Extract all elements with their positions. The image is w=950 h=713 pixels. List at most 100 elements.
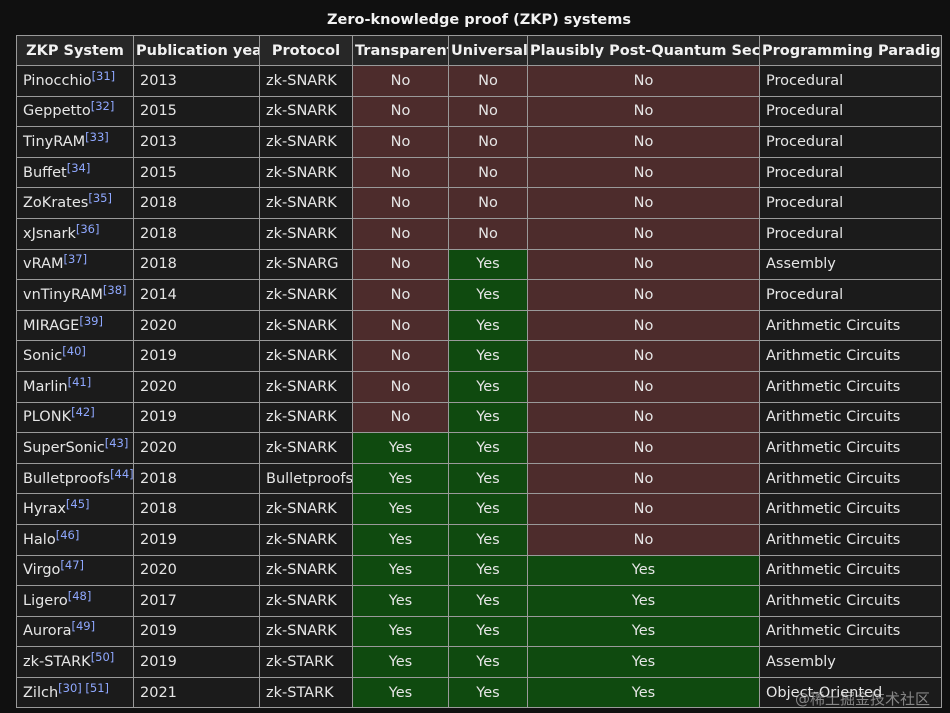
reference-link[interactable]: [47] (60, 558, 85, 573)
table-row: MIRAGE[39] 2020 zk-SNARK No Yes No Arith… (16, 309, 942, 342)
post-quantum-cell: No (527, 217, 760, 250)
reference-link[interactable]: [39] (79, 313, 103, 328)
col-header-transparent: Transparent (352, 35, 449, 66)
universal-cell: Yes (448, 493, 528, 525)
reference-link[interactable]: [40] (62, 344, 86, 359)
reference-link[interactable]: [48] (67, 588, 92, 603)
paradigm-cell: Procedural (759, 65, 942, 97)
transparent-cell: Yes (352, 462, 449, 495)
paradigm-cell: Procedural (759, 126, 942, 158)
paradigm-cell: Arithmetic Circuits (759, 554, 942, 587)
system-name: Bulletproofs (23, 470, 111, 487)
system-cell: Bulletproofs[44] (16, 462, 134, 495)
system-cell: Marlin[41] (16, 370, 134, 403)
protocol-cell: zk-SNARK (259, 493, 353, 525)
col-header-publication-year: Publication year (133, 35, 260, 66)
reference-link[interactable]: [35] (88, 191, 112, 206)
year-cell: 2018 (133, 248, 260, 281)
paradigm-cell: Procedural (759, 187, 942, 219)
reference-link[interactable]: [30] [51] (58, 680, 110, 695)
system-name: PLONK (23, 409, 72, 426)
post-quantum-cell: No (527, 370, 760, 403)
universal-cell: Yes (448, 523, 528, 556)
system-cell: PLONK[42] (16, 401, 134, 434)
reference-link[interactable]: [50] (90, 650, 115, 665)
reference-link[interactable]: [32] (90, 99, 115, 114)
post-quantum-cell: No (527, 126, 760, 158)
table-row: Hyrax[45] 2018 zk-SNARK Yes Yes No Arith… (16, 493, 942, 525)
system-name: Halo (23, 531, 56, 548)
universal-cell: No (448, 95, 528, 128)
reference-link[interactable]: [45] (65, 497, 90, 512)
protocol-cell: zk-SNARK (259, 585, 353, 617)
reference-link[interactable]: [44] (110, 466, 134, 481)
post-quantum-cell: Yes (527, 646, 760, 678)
table-row: Buffet[34] 2015 zk-SNARK No No No Proced… (16, 156, 942, 189)
system-cell: Virgo[47] (16, 554, 134, 587)
protocol-cell: zk-SNARK (259, 370, 353, 403)
transparent-cell: No (352, 156, 449, 189)
system-name: Aurora (23, 623, 72, 640)
transparent-cell: No (352, 309, 449, 342)
paradigm-cell: Arithmetic Circuits (759, 370, 942, 403)
system-name: SuperSonic (23, 439, 105, 456)
reference-link[interactable]: [46] (55, 527, 80, 542)
reference-link[interactable]: [42] (71, 405, 95, 420)
protocol-cell: zk-SNARK (259, 95, 353, 128)
universal-cell: Yes (448, 279, 528, 311)
transparent-cell: No (352, 340, 449, 372)
system-name: Pinocchio (23, 72, 92, 89)
universal-cell: No (448, 217, 528, 250)
universal-cell: Yes (448, 646, 528, 678)
system-cell: Ligero[48] (16, 585, 134, 617)
system-cell: MIRAGE[39] (16, 309, 134, 342)
reference-link[interactable]: [41] (67, 374, 92, 389)
reference-link[interactable]: [31] (91, 68, 116, 83)
system-name: Marlin (23, 378, 68, 395)
table-row: Pinocchio[31] 2013 zk-SNARK No No No Pro… (16, 65, 942, 97)
paradigm-cell: Arithmetic Circuits (759, 309, 942, 342)
reference-link[interactable]: [34] (66, 160, 91, 175)
year-cell: 2018 (133, 187, 260, 219)
system-name: Sonic (23, 348, 63, 365)
transparent-cell: No (352, 187, 449, 219)
protocol-cell: zk-STARK (259, 646, 353, 678)
system-name: Zilch (23, 684, 59, 701)
table-row: vnTinyRAM[38] 2014 zk-SNARK No Yes No Pr… (16, 279, 942, 311)
col-header-zkp-system: ZKP System (16, 35, 134, 66)
year-cell: 2014 (133, 279, 260, 311)
reference-link[interactable]: [43] (104, 435, 129, 450)
protocol-cell: zk-SNARG (259, 248, 353, 281)
year-cell: 2018 (133, 217, 260, 250)
reference-link[interactable]: [33] (85, 129, 109, 144)
watermark: @稀土掘金技术社区 (794, 690, 930, 708)
protocol-cell: zk-SNARK (259, 309, 353, 342)
post-quantum-cell: No (527, 523, 760, 556)
protocol-cell: zk-SNARK (259, 615, 353, 648)
protocol-cell: zk-SNARK (259, 554, 353, 587)
transparent-cell: Yes (352, 646, 449, 678)
system-cell: Pinocchio[31] (16, 65, 134, 97)
year-cell: 2020 (133, 370, 260, 403)
transparent-cell: No (352, 217, 449, 250)
year-cell: 2013 (133, 65, 260, 97)
system-cell: Geppetto[32] (16, 95, 134, 128)
system-name: Ligero (23, 592, 68, 609)
reference-link[interactable]: [49] (71, 619, 96, 634)
reference-link[interactable]: [37] (63, 252, 88, 267)
table-row: SuperSonic[43] 2020 zk-SNARK Yes Yes No … (16, 432, 942, 464)
paradigm-cell: Arithmetic Circuits (759, 432, 942, 464)
transparent-cell: No (352, 279, 449, 311)
col-header-protocol: Protocol (259, 35, 353, 66)
system-cell: vRAM[37] (16, 248, 134, 281)
system-name: Geppetto (23, 103, 91, 120)
reference-link[interactable]: [38] (102, 282, 127, 297)
transparent-cell: Yes (352, 615, 449, 648)
reference-link[interactable]: [36] (75, 221, 100, 236)
paradigm-cell: Arithmetic Circuits (759, 493, 942, 525)
transparent-cell: Yes (352, 585, 449, 617)
protocol-cell: zk-SNARK (259, 523, 353, 556)
protocol-cell: zk-SNARK (259, 401, 353, 434)
post-quantum-cell: Yes (527, 554, 760, 587)
